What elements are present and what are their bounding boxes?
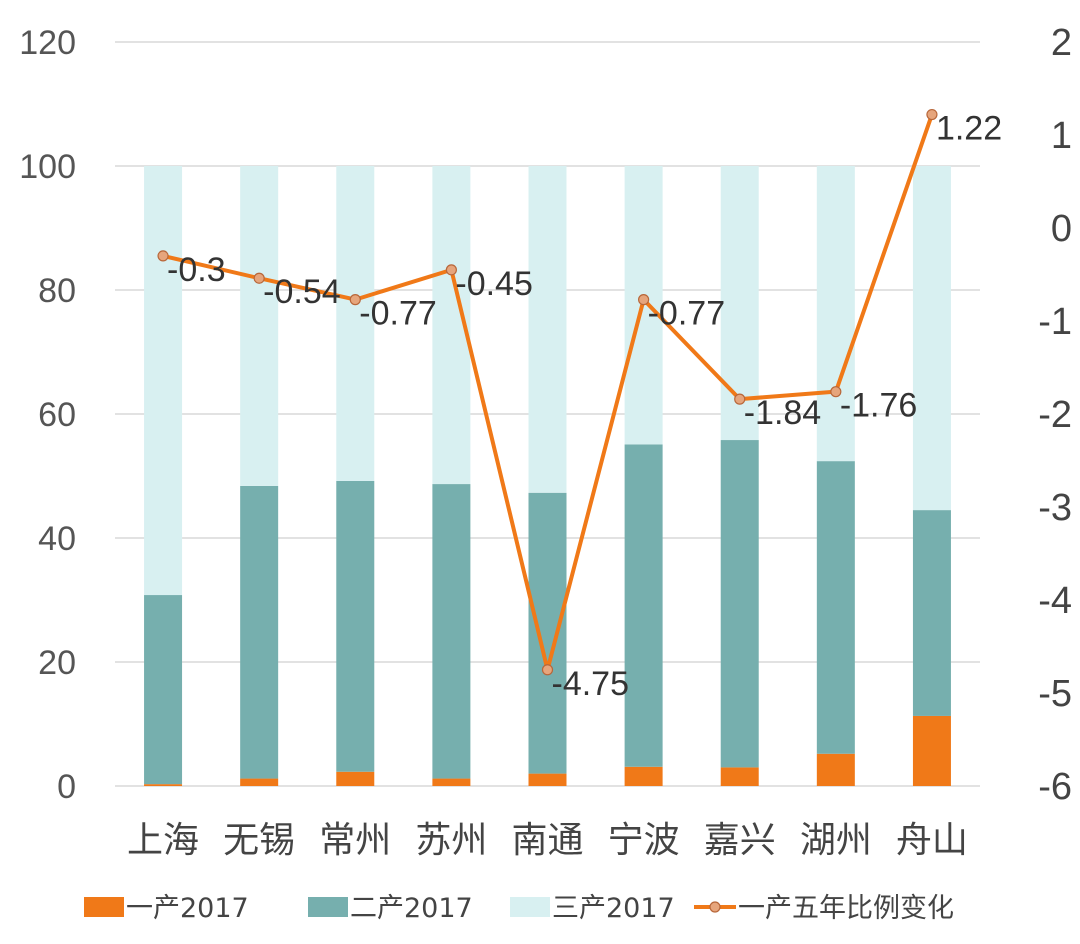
x-category-label: 南通: [511, 820, 583, 861]
bar-segment-3: [240, 166, 279, 486]
bar-segment-1: [336, 771, 375, 786]
data-label: -1.84: [744, 394, 822, 432]
legend-marker: [709, 901, 721, 913]
bar-segment-3: [816, 166, 855, 462]
data-label: -1.76: [840, 387, 918, 425]
bar-segment-2: [336, 480, 375, 772]
x-category-label: 上海: [127, 820, 199, 861]
bar-segment-2: [528, 492, 567, 774]
data-label: -0.77: [359, 295, 437, 333]
bar-segment-3: [528, 166, 567, 493]
bar-segment-2: [816, 461, 855, 754]
x-category-label: 无锡: [223, 820, 295, 861]
legend-label: 三产2017: [552, 893, 675, 924]
y-left-tick-label: 120: [19, 24, 76, 62]
y-right-tick-label: -6: [1038, 766, 1072, 808]
bar-segment-1: [720, 767, 759, 786]
line-marker: [638, 294, 650, 306]
data-label: -0.3: [167, 251, 226, 289]
y-right-tick-label: -5: [1038, 673, 1072, 715]
y-right-tick-label: 0: [1051, 208, 1072, 250]
data-label: -0.45: [455, 265, 533, 303]
bar-segment-2: [240, 485, 279, 779]
y-left-tick-label: 80: [38, 272, 76, 310]
y-left-tick-label: 0: [57, 768, 76, 806]
bar-segment-2: [912, 510, 951, 716]
line-marker: [253, 272, 265, 284]
bar-segment-1: [240, 778, 279, 786]
y-right-tick-label: 1: [1051, 115, 1072, 157]
x-category-label: 湖州: [800, 820, 872, 861]
line-marker: [541, 664, 554, 676]
data-label: 1.22: [936, 110, 1002, 148]
data-label: -4.75: [552, 665, 630, 703]
line-marker: [157, 250, 169, 262]
line-marker: [349, 294, 361, 306]
y-right-tick-label: -4: [1038, 580, 1072, 622]
line-series: [157, 108, 938, 676]
legend-label: 一产五年比例变化: [738, 893, 954, 924]
line-marker: [445, 264, 457, 276]
bar-segment-1: [528, 773, 567, 786]
y-right-tick-label: 2: [1051, 22, 1072, 64]
x-category-label: 舟山: [896, 820, 968, 861]
bar-segment-2: [432, 484, 471, 779]
y-left-tick-label: 60: [38, 396, 76, 434]
legend-label: 二产2017: [350, 893, 473, 924]
y-right-tick-label: -1: [1038, 301, 1072, 343]
bar-segment-3: [336, 166, 375, 481]
bar-segment-1: [144, 784, 183, 786]
bar-segment-3: [144, 166, 183, 596]
bars: [144, 166, 951, 786]
x-category-label: 苏州: [415, 820, 487, 861]
data-label: -0.77: [648, 295, 726, 333]
bar-segment-1: [816, 753, 855, 786]
x-category-label: 常州: [319, 820, 391, 861]
y-left-tick-label: 20: [38, 644, 76, 682]
bar-segment-2: [144, 595, 183, 785]
line-marker: [830, 386, 842, 398]
legend-swatch: [510, 897, 550, 917]
bar-segment-2: [720, 440, 759, 768]
data-label: -0.54: [263, 273, 341, 311]
legend-label: 一产2017: [126, 893, 249, 924]
legend-swatch: [84, 897, 124, 917]
x-category-label: 宁波: [608, 820, 680, 861]
axes: 0 20 40 60 80 100 120 -6 -5 -4 -3 -2 -1 0 1 2 上海 无锡 常州 苏州 南通…: [19, 22, 1072, 861]
legend-swatch: [308, 897, 348, 917]
x-category-label: 嘉兴: [704, 820, 776, 861]
y-left-tick-label: 40: [38, 520, 76, 558]
data-labels: -0.3 -0.54 -0.77 -0.45 -4.75 -0.77 -1.84 -1.76 1…: [167, 110, 1002, 703]
bar-segment-1: [912, 715, 951, 786]
bar-segment-2: [624, 444, 663, 767]
bar-segment-1: [432, 778, 471, 786]
line-marker: [926, 108, 938, 121]
line-marker: [734, 393, 746, 405]
legend: 一产2017 二产2017 三产2017 一产五年比例变化: [84, 893, 954, 924]
y-right-tick-label: -2: [1038, 394, 1072, 436]
y-right-tick-label: -3: [1038, 487, 1072, 529]
bar-segment-3: [912, 166, 951, 511]
y-left-tick-label: 100: [19, 148, 76, 186]
bar-segment-1: [624, 766, 663, 786]
